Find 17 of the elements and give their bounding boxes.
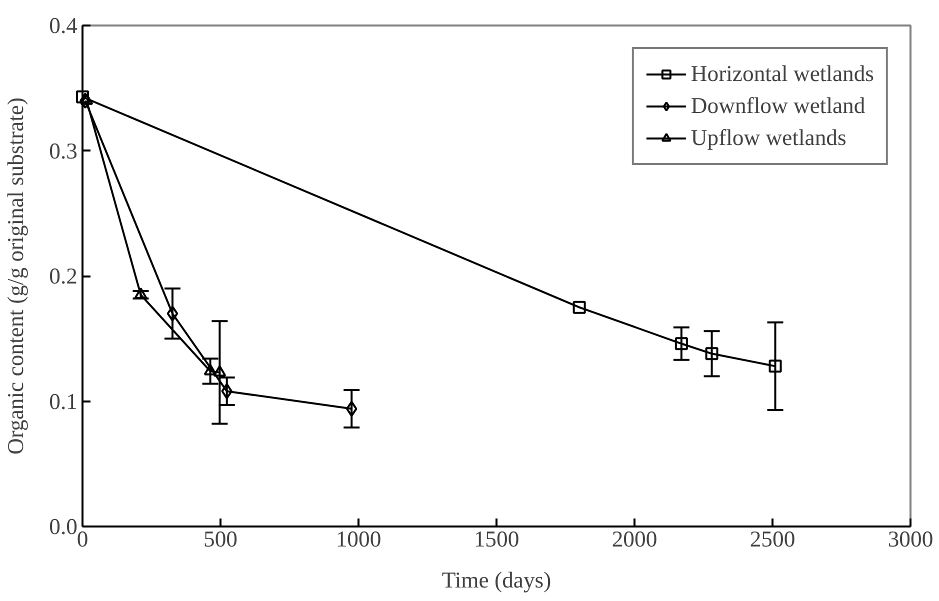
y-tick-label: 0.3 (49, 138, 78, 164)
x-tick-label: 1500 (474, 526, 520, 552)
legend-label: Downflow wetland (690, 93, 866, 119)
x-tick-label: 2500 (750, 526, 796, 552)
y-tick-label: 0.1 (49, 388, 78, 414)
x-tick-label: 3000 (888, 526, 934, 552)
y-axis-title: Organic content (g/g original substrate) (3, 98, 28, 454)
x-tick-label: 500 (204, 526, 238, 552)
legend-label: Upflow wetlands (690, 125, 846, 151)
x-tick-label: 2000 (612, 526, 658, 552)
y-tick-label: 0.0 (49, 514, 78, 539)
y-tick-label: 0.4 (49, 13, 78, 38)
x-tick-label: 0 (76, 526, 88, 552)
y-tick-label: 0.2 (49, 264, 78, 288)
x-tick-label: 1000 (336, 526, 382, 552)
legend-label: Horizontal wetlands (690, 61, 874, 87)
x-axis-title: Time (days) (442, 568, 552, 592)
